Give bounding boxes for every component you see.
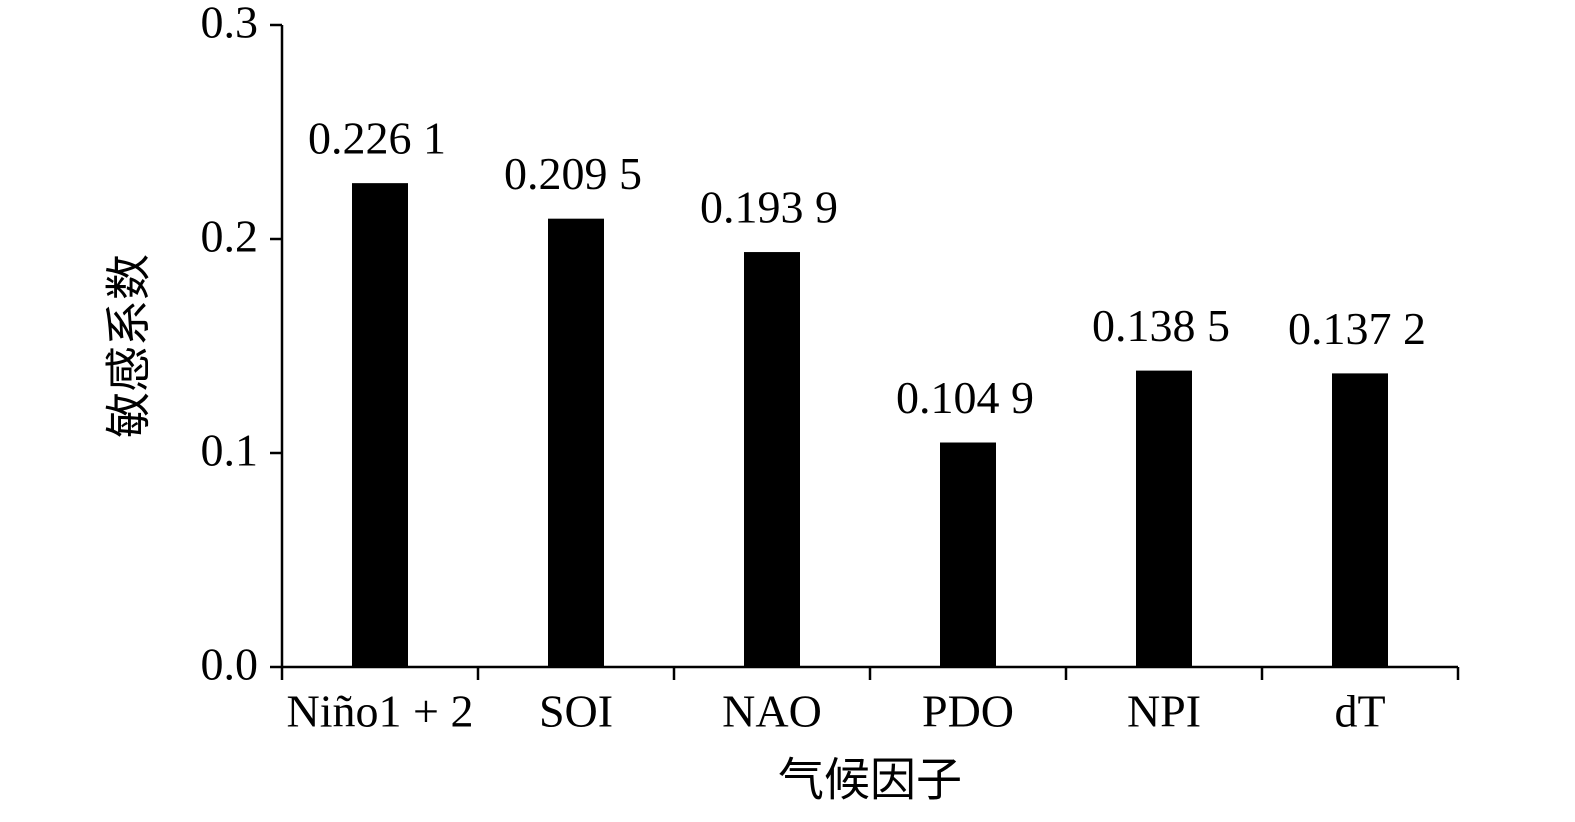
y-tick-label: 0.2 — [201, 211, 259, 262]
y-tick-label: 0.1 — [201, 425, 259, 476]
bar — [548, 218, 604, 668]
bar — [744, 252, 800, 667]
bar — [352, 183, 408, 667]
y-axis-label: 敏感系数 — [104, 254, 155, 438]
bar — [1332, 373, 1388, 667]
x-tick-label: NPI — [1127, 686, 1201, 737]
value-label: 0.193 9 — [700, 182, 838, 233]
x-axis-label: 气候因子 — [778, 755, 962, 806]
bar — [940, 442, 996, 667]
value-label: 0.226 1 — [308, 113, 446, 164]
x-tick-label: SOI — [539, 686, 613, 737]
x-tick-label: dT — [1334, 686, 1385, 737]
bar — [1136, 370, 1192, 667]
x-tick-label: NAO — [722, 686, 822, 737]
x-tick-label: PDO — [922, 686, 1014, 737]
value-label: 0.137 2 — [1288, 303, 1426, 354]
y-tick-label: 0.0 — [201, 639, 259, 690]
value-label: 0.138 5 — [1092, 300, 1230, 351]
value-label: 0.104 9 — [896, 372, 1034, 423]
x-tick-label: Niño1 + 2 — [287, 686, 474, 737]
y-tick-label: 0.3 — [201, 0, 259, 48]
value-label: 0.209 5 — [504, 148, 642, 199]
